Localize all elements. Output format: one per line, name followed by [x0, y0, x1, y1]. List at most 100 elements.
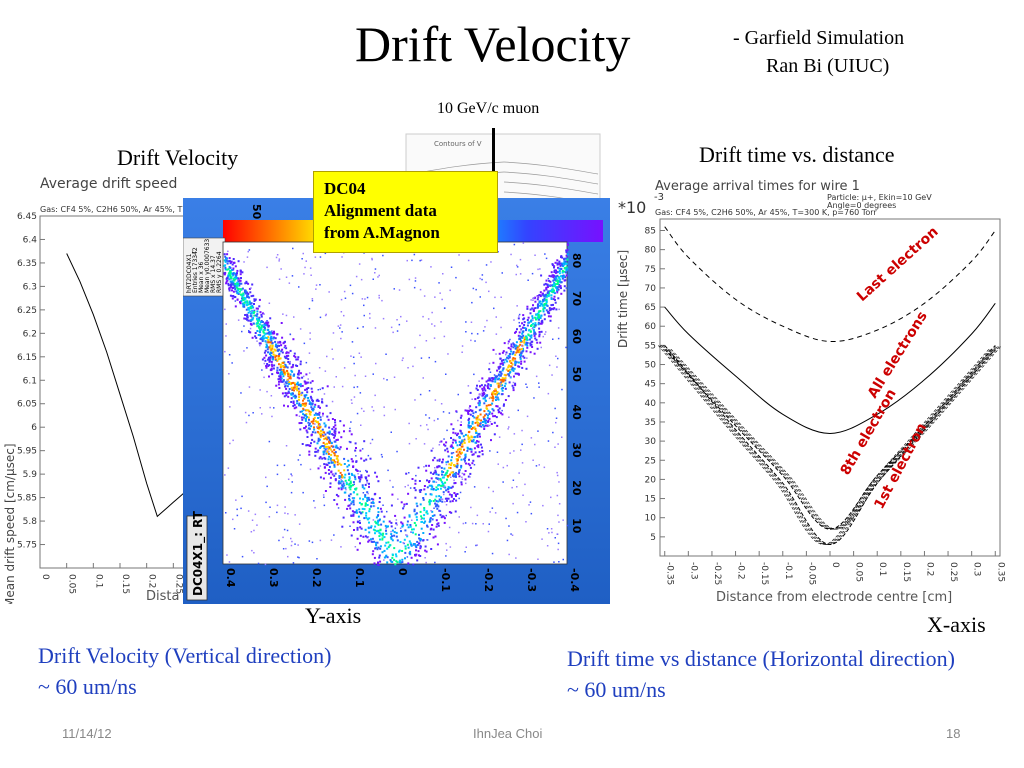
histogram-noise-point — [246, 256, 249, 258]
histogram-point — [374, 532, 376, 535]
histogram-point — [323, 447, 326, 450]
histogram-point — [377, 514, 380, 517]
histogram-noise-point — [314, 506, 316, 509]
histogram-point — [346, 469, 349, 472]
histogram-point — [525, 329, 527, 332]
histogram-point — [420, 538, 422, 541]
histogram-point — [418, 542, 421, 545]
histogram-point — [520, 360, 523, 363]
histogram-point — [317, 467, 320, 470]
histogram-noise-point — [305, 260, 307, 262]
histogram-point — [559, 278, 562, 281]
histogram-noise-point — [457, 393, 459, 396]
histogram-noise-point — [461, 351, 463, 353]
histogram-noise-point — [554, 537, 556, 539]
histogram-point — [321, 400, 323, 403]
histogram-point — [226, 279, 229, 282]
histogram-point — [299, 410, 302, 413]
histogram-noise-point — [557, 443, 559, 445]
histogram-point — [242, 299, 245, 302]
histogram-point — [445, 461, 448, 464]
histogram-point — [538, 335, 541, 338]
histogram-point — [391, 561, 394, 563]
histogram-point — [426, 479, 428, 482]
histogram-noise-point — [557, 542, 560, 545]
drift-time-xtick-label: 0.05 — [854, 562, 864, 582]
histogram-noise-point — [364, 298, 366, 300]
histogram-noise-point — [423, 295, 426, 297]
histogram-noise-point — [461, 476, 463, 478]
histogram-noise-point — [393, 376, 396, 378]
histogram-noise-point — [362, 492, 365, 494]
histogram-point — [366, 479, 369, 482]
histogram-point — [532, 326, 535, 329]
histogram-point — [437, 477, 440, 480]
histogram-noise-point — [510, 533, 512, 535]
histogram-point — [307, 397, 310, 399]
histogram-point — [270, 360, 273, 363]
histogram-point — [514, 331, 516, 334]
histogram-noise-point — [299, 328, 302, 330]
histogram-point — [261, 336, 264, 339]
histogram-point — [413, 508, 416, 511]
histogram-point — [514, 360, 517, 363]
histogram-point — [549, 280, 552, 283]
histogram-point — [493, 433, 496, 436]
histogram-point — [521, 322, 524, 325]
histogram-point — [474, 441, 477, 444]
histogram-point — [441, 482, 444, 485]
histogram-point — [492, 377, 495, 380]
histogram-noise-point — [439, 292, 441, 294]
histogram-point — [438, 458, 441, 461]
histogram-noise-point — [556, 474, 559, 477]
histogram-point — [438, 495, 441, 498]
histogram-point — [477, 433, 480, 436]
histogram-point — [497, 386, 500, 389]
histogram-point — [249, 291, 252, 294]
histogram-point — [469, 409, 472, 411]
histogram-point — [293, 355, 296, 357]
histogram-point — [294, 383, 297, 386]
histogram-point — [262, 331, 265, 334]
histogram-noise-point — [263, 362, 266, 365]
histogram-point — [554, 261, 557, 264]
drift-speed-ytick-label: 6.1 — [23, 376, 37, 386]
histogram-point — [303, 427, 306, 430]
histogram-point — [501, 384, 504, 387]
histogram-point — [394, 553, 397, 556]
histogram-point — [398, 561, 401, 564]
histogram-point — [341, 484, 344, 487]
histogram-noise-point — [269, 506, 271, 508]
histogram-point — [475, 387, 478, 390]
histogram-point — [442, 471, 445, 473]
histogram-noise-point — [402, 542, 404, 544]
histogram-point — [313, 440, 316, 443]
series-8th-electron-band — [670, 345, 1002, 530]
histogram-noise-point — [243, 325, 245, 327]
histogram-noise-point — [228, 373, 230, 375]
histogram-point — [303, 394, 306, 397]
histogram-point — [259, 338, 262, 340]
histogram-noise-point — [459, 491, 462, 494]
histogram-point — [558, 279, 561, 282]
histogram-point — [494, 380, 497, 383]
histogram-point — [454, 493, 457, 496]
histogram-point — [298, 402, 301, 405]
histogram-point — [240, 293, 242, 296]
histogram-title: DC04X1_: RT — [191, 510, 206, 596]
histogram-noise-point — [225, 335, 227, 337]
histogram-point — [410, 543, 413, 546]
histogram-point — [430, 449, 433, 452]
histogram-point — [243, 317, 246, 320]
histogram-point — [473, 447, 476, 450]
histogram-point — [276, 359, 279, 362]
histogram-point — [360, 512, 363, 515]
histogram-point — [342, 424, 345, 427]
histogram-point — [274, 354, 277, 357]
histogram-noise-point — [410, 531, 412, 533]
histogram-noise-point — [396, 319, 398, 321]
histogram-point — [398, 559, 401, 562]
histogram-noise-point — [461, 478, 464, 480]
histogram-point — [477, 444, 480, 447]
histogram-point — [282, 364, 285, 367]
